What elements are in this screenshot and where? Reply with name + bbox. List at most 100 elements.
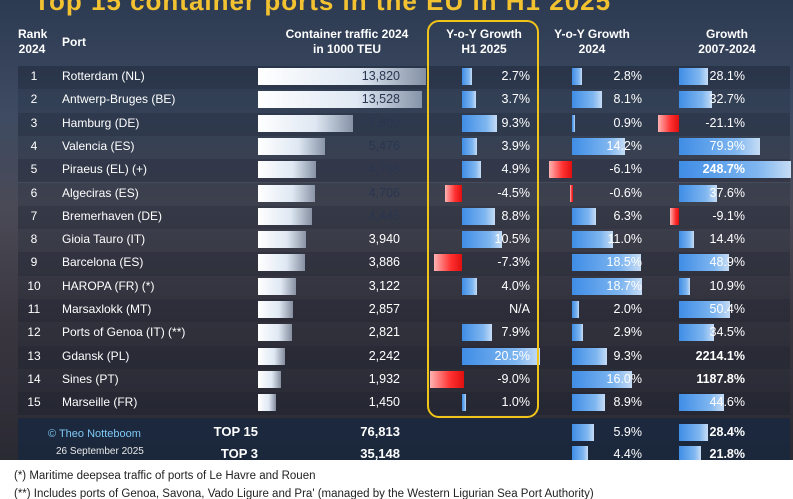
footnote-1: (*) Maritime deepsea traffic of ports of… (14, 470, 316, 482)
growth-value: 248.7% (702, 162, 745, 177)
h1-value: -7.3% (497, 255, 530, 270)
growth-bar (679, 231, 694, 249)
h1-bar (462, 114, 498, 132)
yoy-value: 6.3% (613, 208, 643, 223)
header-growth: Growth 2007-2024 (672, 27, 782, 57)
rank-label: 5 (30, 162, 38, 177)
yoy-value: 11.0% (607, 232, 642, 247)
port-label: Algeciras (ES) (62, 185, 139, 200)
growth-bar (679, 68, 708, 85)
growth-value: 44.6% (709, 395, 745, 410)
port-label: Piraeus (EL) (+) (62, 162, 148, 177)
h1-2025-highlight-frame (427, 20, 539, 418)
port-label: Ports of Genoa (IT) (**) (62, 325, 186, 340)
growth-bar (679, 394, 725, 412)
growth-bar (679, 277, 691, 295)
total-teu: 76,813 (360, 424, 400, 439)
yoy-bar (549, 161, 572, 179)
port-label: Rotterdam (NL) (62, 69, 145, 83)
port-label: Marseille (FR) (62, 395, 138, 410)
yoy-bar (572, 231, 614, 249)
yoy-value: 9.3% (613, 348, 643, 363)
teu-bar (258, 394, 276, 412)
teu-value: 1,450 (368, 395, 400, 410)
total-yoy-bar (572, 424, 595, 441)
yoy-value: 2.9% (613, 325, 643, 340)
rank-label: 12 (27, 325, 41, 340)
header-port: Port (62, 35, 86, 49)
h1-value: 4.0% (501, 278, 531, 293)
h1-bar (462, 324, 493, 342)
total-growth-bar (679, 424, 708, 441)
h1-value: 7.9% (501, 325, 531, 340)
rank-label: 2 (30, 92, 38, 107)
total-growth: 21.8% (709, 447, 745, 461)
h1-value: 9.3% (501, 115, 531, 130)
yoy-value: 18.5% (606, 255, 642, 270)
total-yoy: 4.4% (613, 447, 643, 461)
teu-value: 4,445 (368, 208, 400, 223)
footnotes-area: (*) Maritime deepsea traffic of ports of… (0, 460, 793, 499)
port-label: Gdansk (PL) (62, 348, 130, 363)
h1-bar (462, 207, 496, 225)
rank-label: 7 (30, 208, 38, 223)
total-growth-bar (679, 446, 702, 463)
h1-bar (462, 347, 540, 365)
header-yoy-2024: Y-o-Y Growth 2024 (542, 27, 642, 57)
h1-value: 8.8% (501, 208, 531, 223)
h1-value: -9.0% (497, 371, 530, 386)
teu-value: 5,476 (368, 138, 400, 153)
footnote-2: (**) Includes ports of Genoa, Savona, Va… (14, 488, 594, 499)
growth-bar (679, 254, 729, 272)
teu-bar (258, 347, 286, 365)
growth-value: 48.9% (709, 255, 745, 270)
h1-bar (430, 370, 465, 388)
yoy-bar (572, 254, 642, 272)
teu-bar (258, 91, 423, 109)
teu-bar (258, 137, 325, 155)
header-h1-line2: H1 2025 (461, 42, 507, 56)
h1-value: N/A (509, 302, 530, 316)
teu-bar (258, 184, 316, 202)
growth-value: 1187.8% (696, 371, 745, 386)
credit-text: © Theo Notteboom (48, 428, 141, 440)
teu-value: 2,857 (368, 302, 400, 316)
row-band (18, 112, 790, 136)
teu-value: 3,940 (368, 232, 400, 247)
teu-bar (258, 301, 293, 318)
row-band (18, 205, 790, 230)
yoy-bar (572, 301, 580, 318)
yoy-value: 16.0% (606, 371, 642, 386)
yoy-value: 0.9% (613, 115, 643, 130)
yoy-bar (572, 370, 632, 388)
rank-label: 8 (30, 232, 38, 247)
h1-value: 1.0% (501, 395, 531, 410)
growth-bar (657, 114, 679, 132)
port-label: Antwerp-Bruges (BE) (62, 92, 176, 107)
header-h1-line1: Y-o-Y Growth (446, 27, 522, 41)
header-yoy-line1: Y-o-Y Growth (554, 27, 630, 41)
row-band (18, 159, 790, 183)
h1-bar (462, 394, 466, 412)
header-rank-line1: Rank (18, 27, 48, 41)
yoy-bar (572, 68, 583, 85)
h1-value: 4.9% (501, 162, 531, 177)
growth-value: 14.4% (709, 232, 745, 247)
total-yoy: 5.9% (613, 425, 643, 439)
yoy-value: 2.8% (613, 69, 643, 83)
yoy-value: 18.7% (606, 278, 642, 293)
rank-label: 15 (27, 395, 41, 410)
teu-bar (258, 114, 353, 132)
header-growth-line1: Growth (706, 27, 748, 41)
h1-bar (462, 91, 477, 109)
yoy-bar (572, 137, 626, 155)
yoy-bar (572, 347, 607, 365)
port-label: Sines (PT) (62, 371, 119, 386)
h1-bar (444, 184, 462, 202)
header-traffic-line1: Container traffic 2024 (285, 27, 409, 41)
teu-value: 1,932 (368, 371, 400, 386)
totals-band (18, 418, 790, 462)
h1-bar (434, 254, 462, 272)
header-yoy-line2: 2024 (578, 42, 606, 56)
yoy-value: -6.1% (609, 162, 642, 177)
